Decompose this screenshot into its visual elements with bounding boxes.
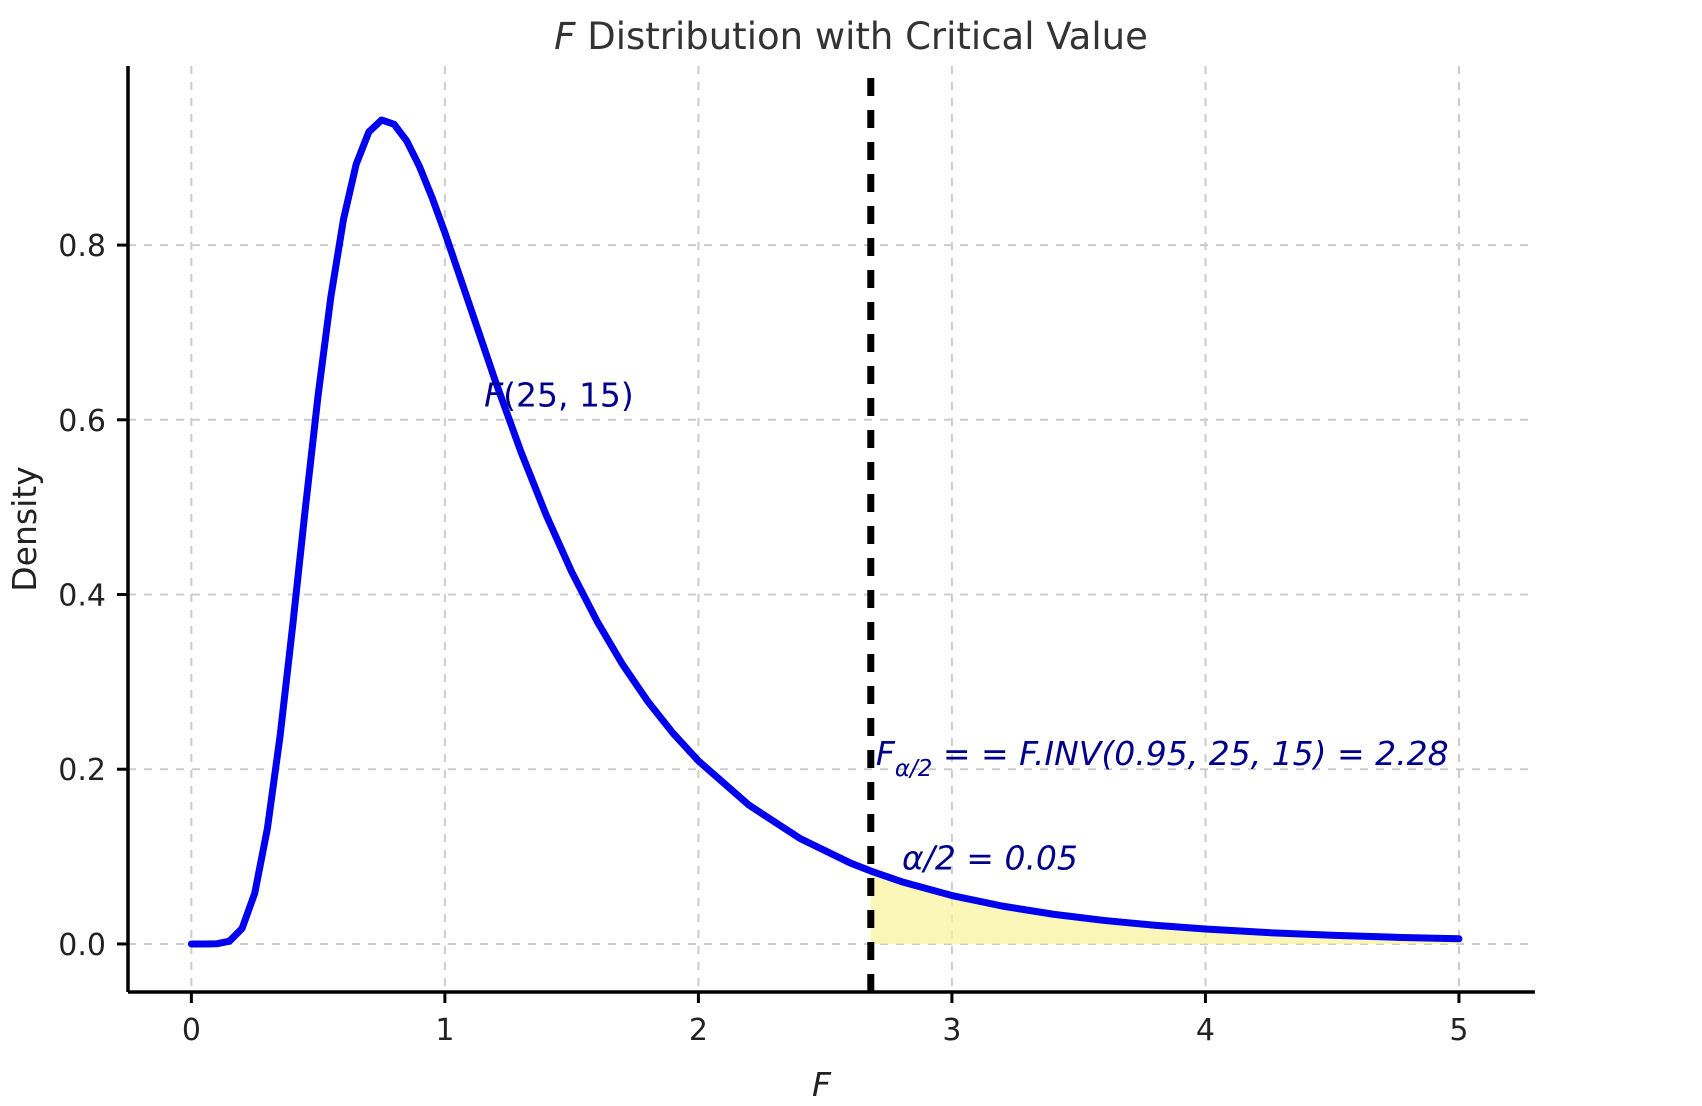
y-tick-label: 0.0 xyxy=(58,928,106,963)
chart-title: F Distribution with Critical Value xyxy=(554,15,1148,58)
critical-label-body: = = F.INV(0.95, 25, 15) = 2.28 xyxy=(932,734,1448,773)
distribution-label-annotation: F(25, 15) xyxy=(484,376,634,415)
y-tick-label: 0.4 xyxy=(58,579,106,614)
critical-label-symbol: F xyxy=(876,734,896,773)
density-curve xyxy=(187,116,1463,948)
x-tick-label: 2 xyxy=(689,1013,708,1048)
x-tick-label: 3 xyxy=(942,1013,961,1048)
alpha-probability-annotation: α/2 = 0.05 xyxy=(902,839,1078,878)
x-axis-label: F xyxy=(812,1065,832,1104)
dist-label-symbol: F xyxy=(484,376,504,415)
x-tick-label: 0 xyxy=(182,1013,201,1048)
x-tick-label: 5 xyxy=(1449,1013,1468,1048)
x-tick-label: 4 xyxy=(1196,1013,1215,1048)
chart-title-symbol: F xyxy=(554,15,576,58)
x-tick-label: 1 xyxy=(435,1013,454,1048)
dist-label-params: (25, 15) xyxy=(503,376,634,415)
alpha-tail-shaded-region xyxy=(870,871,1459,944)
critical-label-subscript: α/2 xyxy=(895,756,933,782)
critical-value-annotation: Fα/2 = = F.INV(0.95, 25, 15) = 2.28 xyxy=(876,734,1449,782)
y-tick-label: 0.8 xyxy=(58,229,106,264)
y-tick-label: 0.2 xyxy=(58,753,106,788)
y-axis-label: Density xyxy=(5,466,44,591)
chart-title-rest: Distribution with Critical Value xyxy=(575,15,1147,58)
y-tick-label: 0.6 xyxy=(58,404,106,439)
